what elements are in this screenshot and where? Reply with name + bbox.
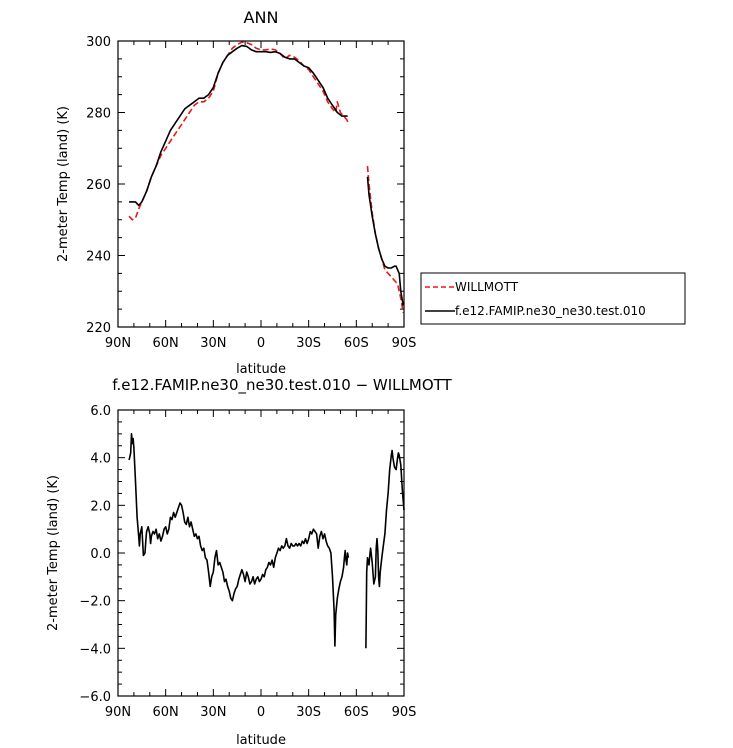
top-x-tick-label: 90N — [105, 336, 131, 351]
bottom-y-tick-label: 0.0 — [90, 547, 111, 562]
top-chart-series — [128, 41, 404, 313]
top-chart-frame — [117, 40, 405, 328]
bottom-x-tick-label: 90S — [392, 705, 417, 720]
bottom-chart-tick-labels: −6.0 −4.0 −2.0 0.0 2.0 4.0 6.0 90N 60N 30N 0 30S 60S… — [79, 404, 416, 720]
bottom-x-tick-label: 30S — [296, 705, 321, 720]
bottom-series-0-line — [365, 449, 405, 649]
bottom-y-tick-label: 4.0 — [90, 452, 111, 467]
bottom-chart-ticks — [117, 409, 405, 697]
top-chart-legend: WILLMOTT f.e12.FAMIP.ne30_ne30.test.010 — [420, 272, 686, 325]
top-x-tick-label: 30S — [296, 336, 321, 351]
legend-label-willmott: WILLMOTT — [455, 280, 519, 294]
bottom-x-tick-label: 60S — [344, 705, 369, 720]
bottom-x-tick-label: 30N — [200, 705, 226, 720]
top-series-1-line — [366, 176, 404, 306]
top-chart-ticks — [117, 40, 405, 328]
top-x-tick-label: 60N — [153, 336, 179, 351]
bottom-chart-frame — [117, 409, 405, 697]
bottom-y-tick-label: −2.0 — [79, 595, 111, 610]
legend-box — [420, 272, 686, 325]
top-chart-tick-labels: 220 240 260 280 300 90N 60N 30N 0 30S 60S 90S — [86, 35, 416, 351]
top-x-tick-label: 90S — [392, 336, 417, 351]
top-y-tick-label: 240 — [86, 250, 111, 265]
bottom-y-tick-label: −6.0 — [79, 690, 111, 705]
bottom-y-tick-label: −4.0 — [79, 642, 111, 657]
top-x-tick-label: 60S — [344, 336, 369, 351]
top-series-0-line — [128, 41, 350, 221]
bottom-y-tick-label: 6.0 — [90, 404, 111, 419]
top-series-1-line — [129, 44, 348, 207]
top-y-tick-label: 300 — [86, 35, 111, 50]
top-chart: ANN 2-meter Temp (land) (K) latitude 220… — [56, 8, 686, 377]
legend-label-model: f.e12.FAMIP.ne30_ne30.test.010 — [455, 304, 646, 318]
top-y-tick-label: 260 — [86, 178, 111, 193]
bottom-y-tick-label: 2.0 — [90, 499, 111, 514]
bottom-x-tick-label: 90N — [105, 705, 131, 720]
bottom-x-tick-label: 60N — [153, 705, 179, 720]
bottom-chart-title: f.e12.FAMIP.ne30_ne30.test.010 − WILLMOT… — [112, 376, 452, 395]
top-chart-x-axis-label: latitude — [236, 362, 286, 377]
top-y-tick-label: 220 — [86, 321, 111, 336]
top-x-tick-label: 30N — [200, 336, 226, 351]
top-y-tick-label: 280 — [86, 107, 111, 122]
top-series-0-line — [366, 166, 404, 313]
bottom-chart-y-axis-label: 2-meter Temp (land) (K) — [46, 475, 61, 631]
top-chart-title: ANN — [244, 8, 279, 27]
top-x-tick-label: 0 — [257, 336, 265, 351]
bottom-x-tick-label: 0 — [257, 705, 265, 720]
bottom-chart-series — [128, 433, 405, 649]
top-chart-y-axis-label: 2-meter Temp (land) (K) — [56, 106, 71, 262]
bottom-chart-x-axis-label: latitude — [236, 733, 286, 748]
bottom-series-0-line — [128, 433, 350, 647]
bottom-chart: f.e12.FAMIP.ne30_ne30.test.010 − WILLMOT… — [46, 376, 453, 748]
